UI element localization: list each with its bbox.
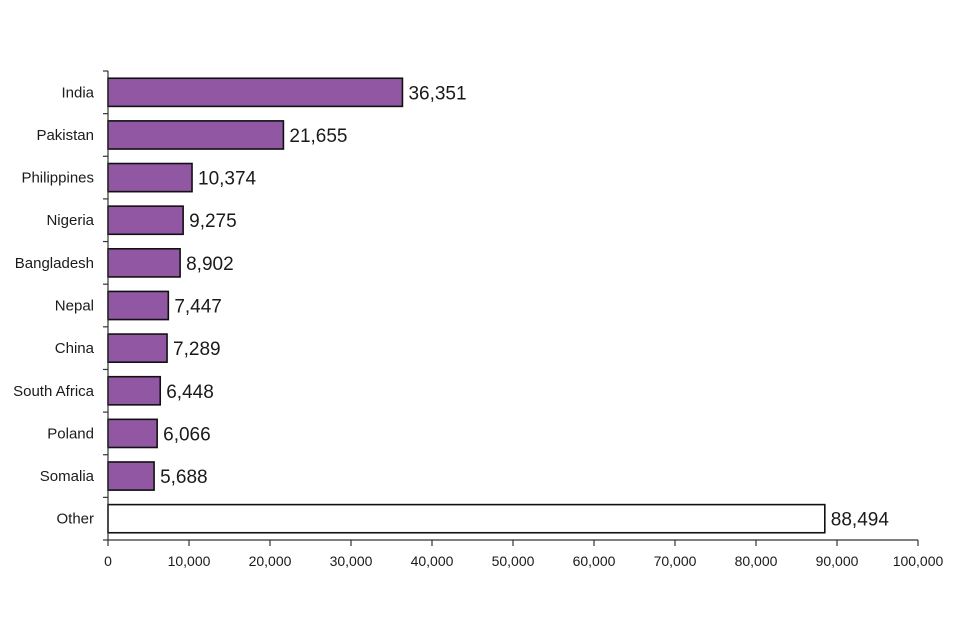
- category-label-china: China: [55, 340, 95, 357]
- value-label-pakistan: 21,655: [289, 126, 347, 147]
- axes-layer: [103, 70, 919, 546]
- x-tick-label: 80,000: [735, 553, 778, 569]
- value-label-other: 88,494: [831, 510, 890, 531]
- bar-other: [107, 503, 826, 534]
- bar-philippines: [107, 162, 193, 193]
- category-label-philippines: Philippines: [21, 170, 94, 187]
- value-label-south-africa: 6,448: [166, 382, 214, 403]
- bar-nigeria: [107, 205, 184, 236]
- x-tick-label: 0: [104, 553, 112, 569]
- bar-bangladesh: [107, 247, 181, 278]
- x-tick-label: 60,000: [573, 553, 616, 569]
- bars-layer: [107, 77, 826, 534]
- x-tick-label: 100,000: [893, 553, 944, 569]
- category-label-india: India: [61, 84, 94, 101]
- x-tick-label: 30,000: [330, 553, 373, 569]
- x-tick-label: 50,000: [492, 553, 535, 569]
- value-label-china: 7,289: [173, 339, 221, 360]
- x-tick-label: 10,000: [168, 553, 211, 569]
- category-label-somalia: Somalia: [40, 468, 95, 485]
- category-label-nepal: Nepal: [55, 298, 94, 315]
- value-label-bangladesh: 8,902: [186, 254, 234, 275]
- value-label-nigeria: 9,275: [189, 211, 237, 232]
- category-label-bangladesh: Bangladesh: [15, 255, 94, 272]
- value-label-nepal: 7,447: [174, 297, 222, 318]
- value-label-india: 36,351: [408, 83, 466, 104]
- value-label-poland: 6,066: [163, 424, 211, 445]
- x-tick-label: 20,000: [249, 553, 292, 569]
- value-label-somalia: 5,688: [160, 467, 208, 488]
- bar-poland: [107, 418, 158, 449]
- labels-layer: India 36,351 Pakistan 21,655 Philippines 10,3…: [13, 83, 943, 569]
- category-label-poland: Poland: [47, 425, 94, 442]
- x-tick-label: 90,000: [816, 553, 859, 569]
- bar-nepal: [107, 290, 170, 321]
- value-label-philippines: 10,374: [198, 169, 257, 190]
- bar-somalia: [107, 461, 155, 491]
- category-label-other: Other: [56, 511, 94, 528]
- bar-china: [107, 333, 168, 364]
- bar-south-africa: [107, 375, 162, 406]
- x-tick-label: 70,000: [654, 553, 697, 569]
- category-label-pakistan: Pakistan: [36, 127, 94, 144]
- x-tick-label: 40,000: [411, 553, 454, 569]
- category-label-south-africa: South Africa: [13, 383, 95, 400]
- category-label-nigeria: Nigeria: [46, 212, 94, 229]
- bar-pakistan: [107, 120, 285, 150]
- bar-india: [107, 77, 404, 108]
